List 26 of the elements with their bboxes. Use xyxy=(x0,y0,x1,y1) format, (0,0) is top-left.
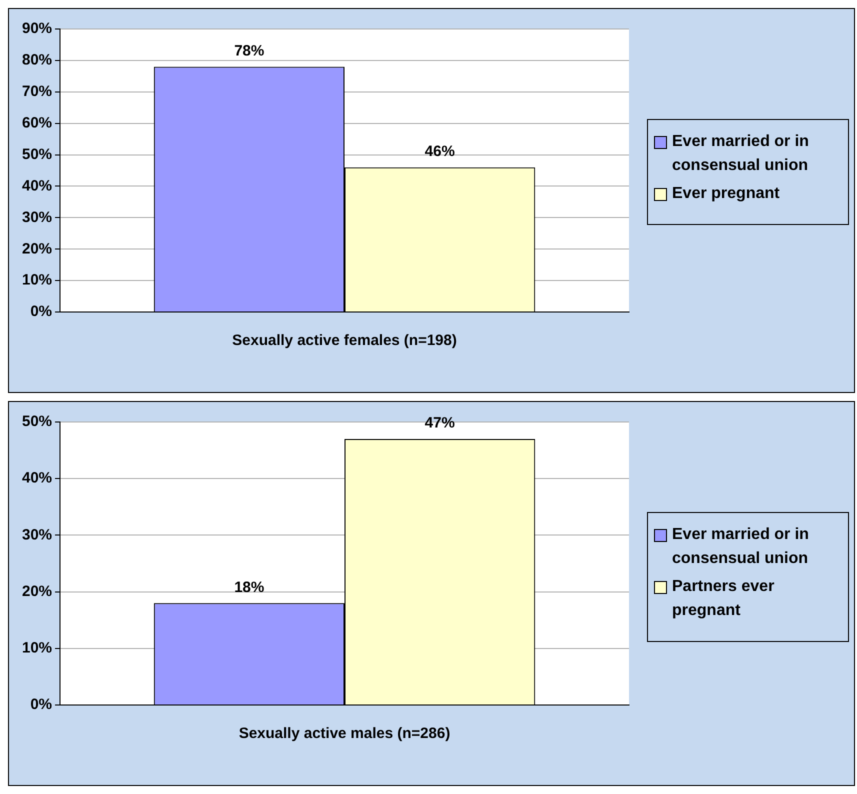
legend-label: Ever married or in consensual union xyxy=(672,132,810,176)
y-tick-label: 20% xyxy=(22,240,52,258)
data-label: 18% xyxy=(234,578,264,596)
data-label: 78% xyxy=(234,42,264,60)
y-tick-label: 80% xyxy=(22,52,52,69)
y-tick-label: 30% xyxy=(22,208,52,226)
data-label: 46% xyxy=(424,142,455,160)
y-tick-label: 0% xyxy=(30,303,52,320)
legend-label: Ever married or in consensual union xyxy=(672,525,810,569)
y-tick-label: 10% xyxy=(22,272,52,289)
y-tick-label: 40% xyxy=(22,177,52,194)
y-tick-label: 90% xyxy=(22,20,52,38)
x-tick-label: Sexually active males (n=286) xyxy=(238,725,450,742)
data-label: 47% xyxy=(424,414,455,432)
y-tick-label: 50% xyxy=(22,413,52,430)
y-tick-label: 30% xyxy=(22,526,52,544)
y-tick-label: 20% xyxy=(22,582,52,600)
legend-label: Partners ever pregnant xyxy=(672,577,776,621)
y-tick-label: 60% xyxy=(22,114,52,132)
y-tick-label: 0% xyxy=(30,696,52,714)
x-tick-label: Sexually active females (n=198) xyxy=(232,332,457,350)
y-tick-label: 40% xyxy=(22,470,52,487)
y-tick-label: 50% xyxy=(22,146,52,163)
y-tick-label: 10% xyxy=(22,640,52,657)
y-tick-label: 70% xyxy=(22,83,52,100)
legend-label: Ever pregnant xyxy=(672,184,780,204)
